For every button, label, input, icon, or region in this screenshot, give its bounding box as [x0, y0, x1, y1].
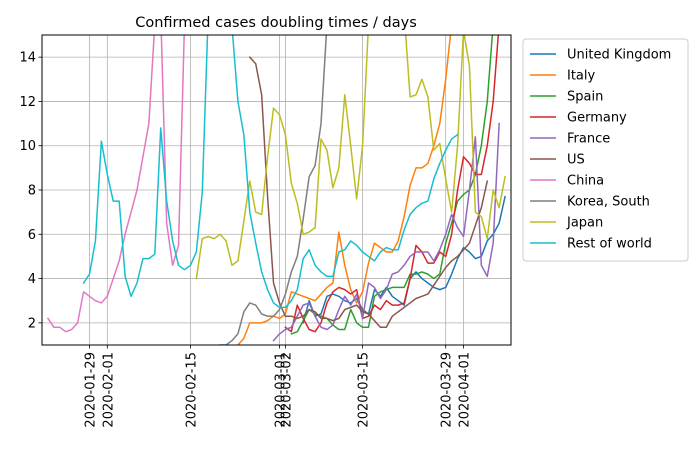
x-tick-label: 2020-03-29	[440, 352, 455, 428]
series-line	[272, 122, 500, 342]
legend-label: Korea, South	[567, 195, 650, 210]
series-line	[82, 35, 459, 309]
legend-label: Italy	[567, 69, 596, 84]
x-tick-label: 2020-03-02	[279, 352, 294, 428]
y-tick-label: 10	[19, 139, 36, 154]
series-line	[219, 35, 328, 345]
y-tick-label: 2	[28, 316, 36, 331]
chart-title: Confirmed cases doubling times / days	[135, 15, 417, 31]
gridlines	[42, 35, 511, 345]
series-line	[284, 35, 500, 333]
x-tick-label: 2020-03-01	[273, 352, 288, 428]
x-tick-label: 2020-03-15	[357, 352, 372, 428]
y-tick-label: 4	[28, 272, 36, 287]
y-tick-label: 14	[19, 51, 36, 66]
x-tick-label: 2020-01-29	[83, 352, 98, 428]
legend-label: Spain	[567, 90, 603, 105]
y-tick-label: 6	[28, 228, 36, 243]
x-tick-label: 2020-04-01	[458, 352, 473, 428]
legend-frame	[522, 38, 689, 262]
y-tick-label: 8	[28, 184, 36, 199]
legend-label: US	[567, 153, 585, 168]
series-line	[46, 35, 185, 333]
legend-label: Rest of world	[567, 237, 652, 252]
series-line	[236, 35, 452, 345]
series-line	[248, 56, 489, 329]
legend-label: France	[567, 132, 610, 147]
x-tick-label: 2020-02-01	[101, 352, 116, 428]
x-tick-label: 2020-02-15	[184, 352, 199, 428]
axes: 2 4 6 8 10 12 14 2020-01-29 2020-02-01 2020-02-15…	[19, 51, 472, 428]
legend: United Kingdom Italy Spain Germany France US C…	[522, 38, 689, 262]
legend-label: United Kingdom	[567, 48, 671, 63]
legend-label: Germany	[567, 111, 627, 126]
series-line	[302, 195, 506, 324]
plot-area	[46, 35, 506, 345]
legend-label: Japan	[566, 216, 603, 231]
y-tick-label: 12	[19, 95, 36, 110]
legend-label: China	[567, 174, 604, 189]
